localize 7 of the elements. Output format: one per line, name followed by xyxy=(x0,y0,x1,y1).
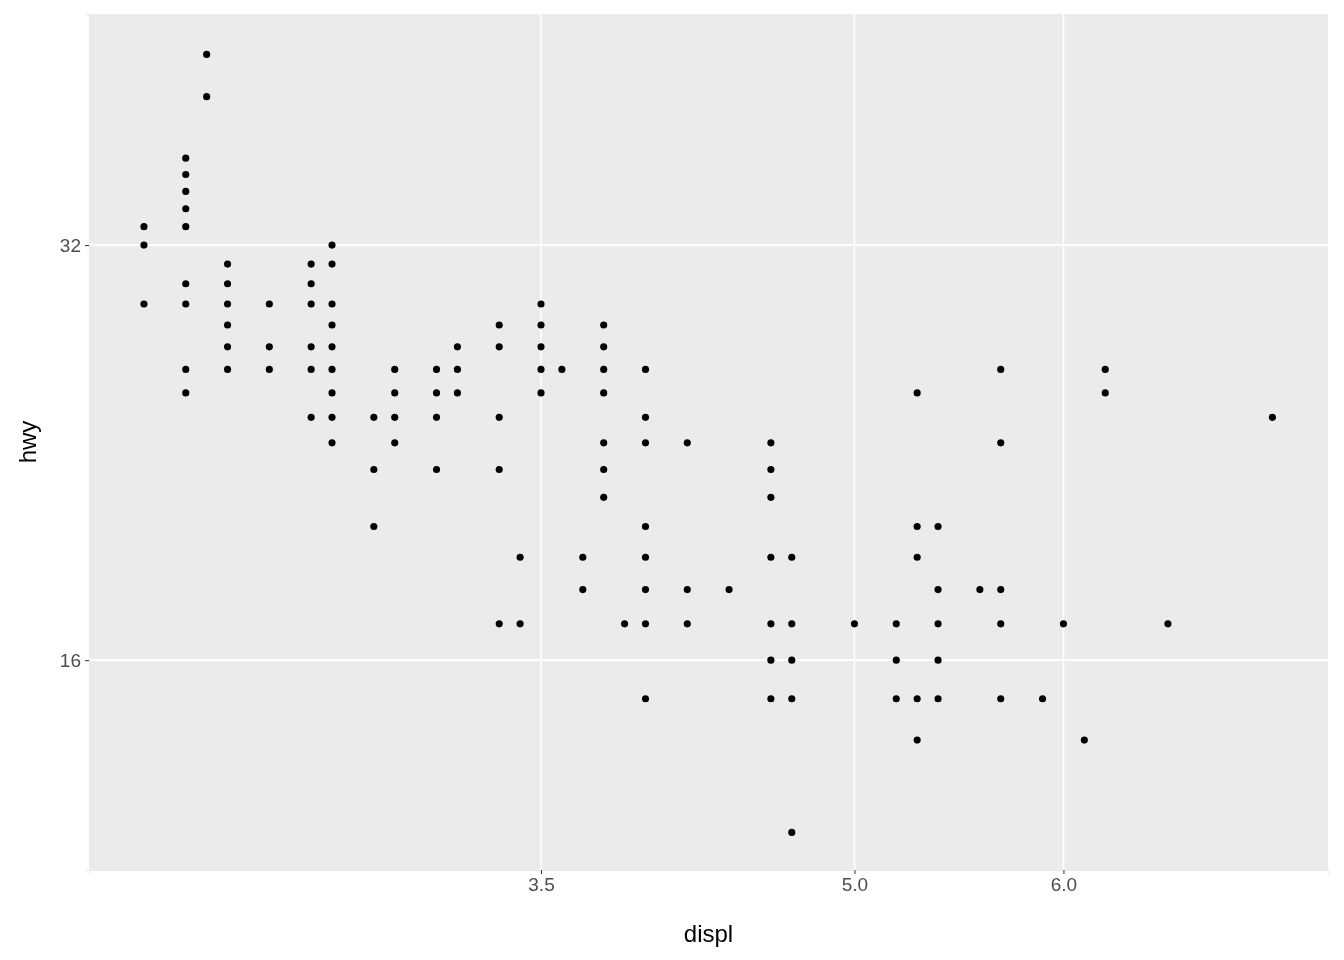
y-axis-title: hwy xyxy=(14,420,41,464)
x-axis-title: displ xyxy=(683,920,734,947)
y-tick-label: 32 xyxy=(59,234,81,256)
x-tick-label: 5.0 xyxy=(841,874,869,896)
x-tick-label: 3.5 xyxy=(528,874,555,896)
y-tick-label: 16 xyxy=(59,649,81,671)
x-tick-label: 6.0 xyxy=(1050,874,1078,896)
